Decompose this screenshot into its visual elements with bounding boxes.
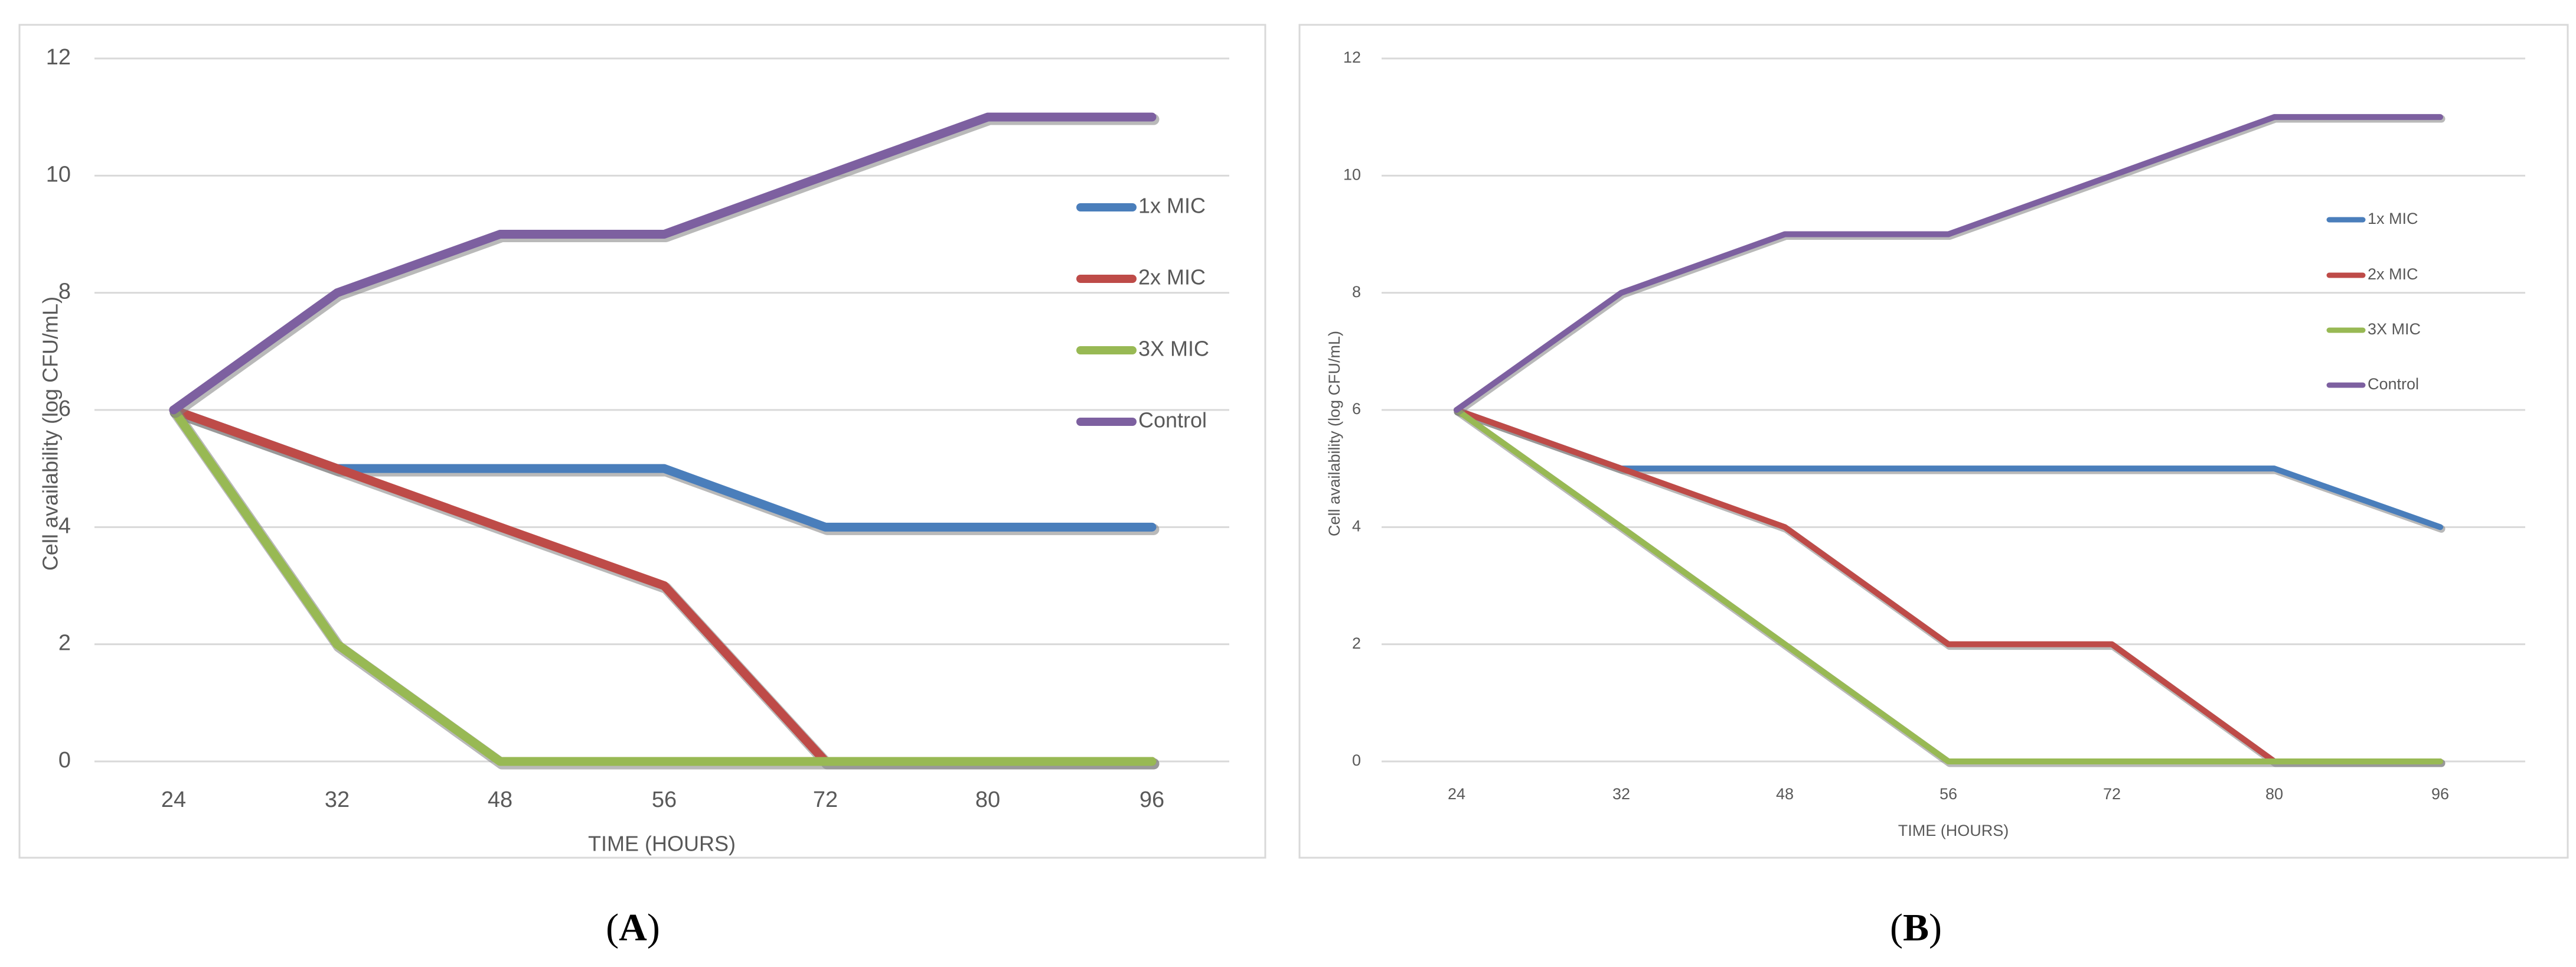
legend-label: 2x MIC — [1138, 265, 1206, 289]
panel-label-open-paren: ( — [606, 906, 619, 949]
x-tick-label: 32 — [1612, 785, 1630, 803]
x-tick-label: 80 — [975, 787, 1000, 812]
y-tick-label: 4 — [1352, 517, 1361, 535]
y-tick-label: 10 — [1343, 165, 1361, 183]
legend-label: 2x MIC — [2368, 265, 2418, 283]
panel-label: (B) — [1890, 906, 1942, 949]
x-tick-label: 56 — [652, 787, 677, 812]
x-tick-label: 48 — [1776, 785, 1794, 803]
y-tick-label: 0 — [58, 748, 71, 773]
panel-label: (A) — [606, 906, 660, 949]
y-tick-label: 10 — [46, 162, 71, 187]
panel-label-letter: A — [619, 906, 647, 949]
y-tick-label: 2 — [1352, 634, 1361, 652]
series-control — [169, 112, 1160, 418]
legend: 1x MIC 2x MIC 3X MIC Control — [2326, 210, 2421, 393]
x-tick-label: 96 — [1140, 787, 1164, 812]
y-tick-label: 8 — [58, 279, 71, 304]
legend-label: 3X MIC — [1138, 337, 1209, 361]
chart-frame — [1298, 24, 2569, 859]
panel-label-close-paren: ) — [647, 906, 660, 949]
x-tick-label: 72 — [2103, 785, 2121, 803]
series-control — [1454, 114, 2446, 416]
legend-label: 1x MIC — [2368, 210, 2418, 227]
legend-label: Control — [2368, 375, 2419, 393]
legend-label: Control — [1138, 408, 1207, 432]
panel-label-open-paren: ( — [1890, 906, 1903, 949]
panel-label-close-paren: ) — [1929, 906, 1942, 949]
chart-frame — [18, 24, 1266, 859]
y-tick-label: 4 — [58, 513, 71, 538]
x-axis-title: TIME (HOURS) — [1898, 822, 2009, 839]
x-tick-label: 24 — [161, 787, 186, 812]
y-axis-title: Cell availability (log CFU/mL) — [38, 297, 63, 571]
series-line — [169, 112, 1157, 415]
series-3x-mic — [169, 405, 1160, 770]
y-tick-label: 2 — [58, 631, 71, 656]
y-tick-label: 8 — [1352, 283, 1361, 301]
x-tick-label: 48 — [488, 787, 512, 812]
x-tick-label: 32 — [325, 787, 350, 812]
x-tick-label: 72 — [813, 787, 838, 812]
x-tick-label: 80 — [2265, 785, 2283, 803]
legend-label: 1x MIC — [1138, 194, 1206, 218]
y-tick-label: 0 — [1352, 751, 1361, 769]
y-tick-label: 6 — [58, 396, 71, 421]
x-axis-title: TIME (HOURS) — [588, 832, 736, 856]
series-line — [169, 405, 1157, 766]
series-line — [1454, 407, 2443, 764]
y-tick-label: 6 — [1352, 400, 1361, 418]
x-tick-label: 96 — [2431, 785, 2449, 803]
legend-label: 3X MIC — [2368, 320, 2421, 338]
series-3x-mic — [1454, 407, 2446, 767]
series-line — [1454, 114, 2443, 413]
x-tick-label: 56 — [1940, 785, 1957, 803]
y-axis-title: Cell availability (log CFU/mL) — [1325, 331, 1343, 536]
legend: 1x MIC 2x MIC 3X MIC Control — [1076, 194, 1209, 432]
x-tick-label: 24 — [1448, 785, 1465, 803]
y-tick-label: 12 — [1343, 48, 1361, 66]
y-tick-label: 12 — [46, 45, 71, 70]
panel-label-letter: B — [1903, 906, 1929, 949]
